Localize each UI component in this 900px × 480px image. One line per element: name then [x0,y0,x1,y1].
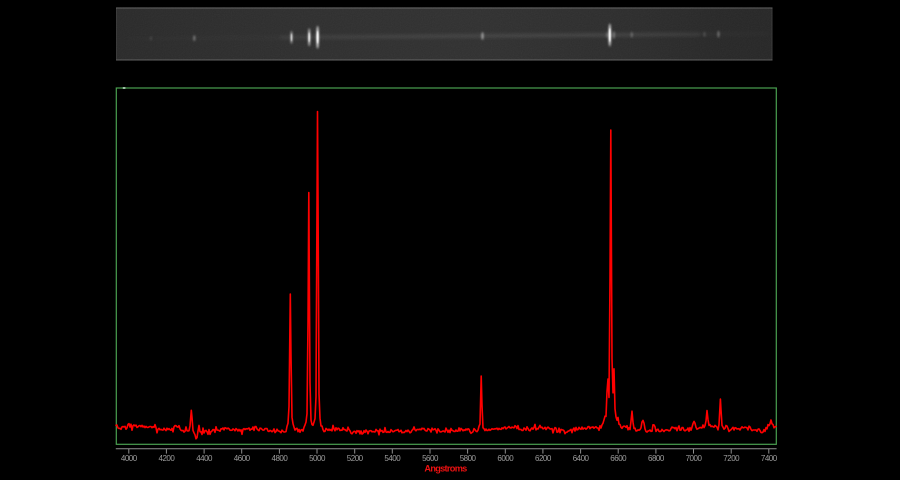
svg-text:4200: 4200 [159,454,176,463]
svg-text:6200: 6200 [535,454,552,463]
svg-text:7000: 7000 [686,454,703,463]
svg-text:6000: 6000 [497,454,514,463]
svg-text:5400: 5400 [384,454,401,463]
svg-text:6800: 6800 [648,454,665,463]
svg-text:4800: 4800 [272,454,289,463]
svg-text:4000: 4000 [121,454,138,463]
svg-text:6600: 6600 [610,454,627,463]
svg-text:5600: 5600 [422,454,439,463]
svg-text:7400: 7400 [761,454,778,463]
svg-text:5200: 5200 [347,454,364,463]
svg-text:7200: 7200 [723,454,740,463]
svg-text:4400: 4400 [196,454,213,463]
svg-text:4600: 4600 [234,454,251,463]
svg-text:Angstroms: Angstroms [424,464,467,474]
svg-text:6400: 6400 [573,454,590,463]
svg-text:5800: 5800 [460,454,477,463]
svg-text:5000: 5000 [309,454,326,463]
